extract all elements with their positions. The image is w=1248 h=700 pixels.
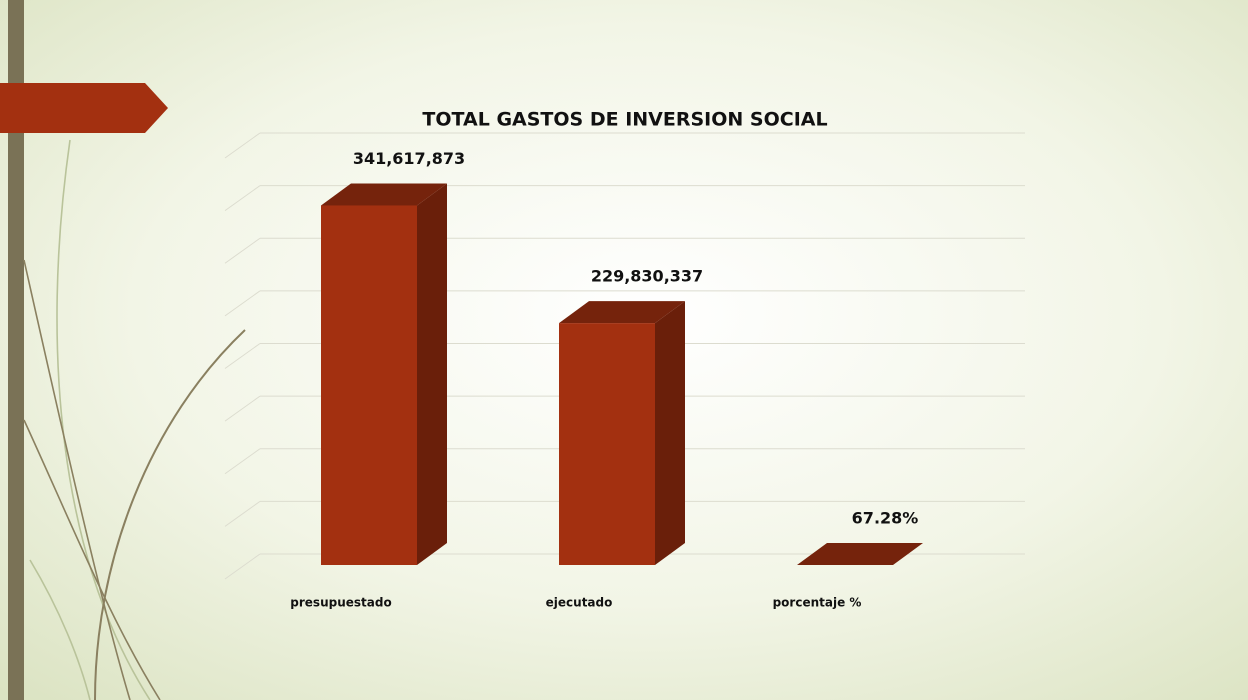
slide: TOTAL GASTOS DE INVERSION SOCIAL presupu…: [0, 0, 1248, 700]
data-label: 341,617,873: [353, 149, 465, 168]
bar: [321, 205, 417, 565]
page: TOTAL GASTOS DE INVERSION SOCIAL presupu…: [0, 0, 1248, 700]
x-tick-label: ejecutado: [546, 596, 613, 610]
chart-title: TOTAL GASTOS DE INVERSION SOCIAL: [422, 109, 827, 131]
bar-side: [417, 183, 447, 565]
x-tick-label: presupuestado: [290, 596, 391, 610]
data-label: 229,830,337: [591, 267, 703, 286]
title-arrow: [0, 83, 168, 133]
bar: [559, 323, 655, 565]
data-label: 67.28%: [852, 508, 919, 527]
bar-side: [655, 301, 685, 565]
x-tick-label: porcentaje %: [773, 596, 862, 610]
